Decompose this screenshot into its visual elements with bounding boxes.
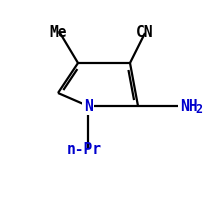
Text: NH: NH <box>180 99 198 114</box>
Text: N: N <box>84 99 92 114</box>
Text: Me: Me <box>49 25 67 40</box>
Text: CN: CN <box>136 25 154 40</box>
Text: 2: 2 <box>195 103 202 115</box>
Text: n-Pr: n-Pr <box>66 142 101 157</box>
